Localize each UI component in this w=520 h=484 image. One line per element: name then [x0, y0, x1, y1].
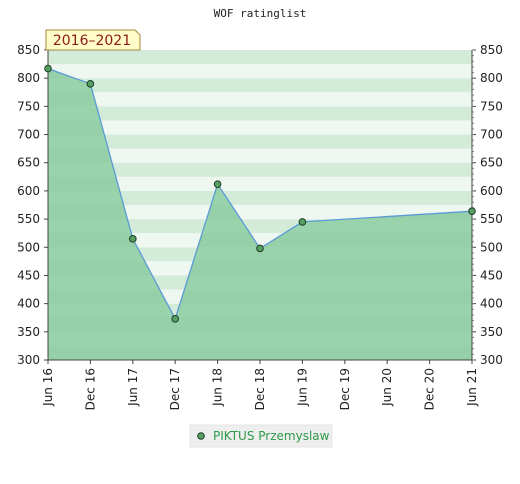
y-tick-label-left: 400: [17, 297, 40, 311]
data-point: [44, 64, 52, 73]
plot-band: [48, 50, 472, 65]
y-tick-label-left: 700: [17, 128, 40, 142]
plot-band: [48, 176, 472, 191]
plot-band: [48, 205, 472, 220]
period-label-box: [45, 29, 141, 51]
y-tick-label-left: 600: [17, 184, 40, 198]
y-tick-label-right: 400: [480, 297, 503, 311]
y-tick-label-left: 850: [17, 43, 40, 57]
x-tick-label: Dec 19: [338, 368, 352, 410]
plot-band: [48, 92, 472, 107]
y-tick-label-left: 350: [17, 325, 40, 339]
y-tick-label-left: 450: [17, 268, 40, 282]
legend-marker: [197, 432, 205, 440]
x-tick-label: Dec 17: [168, 368, 182, 410]
x-tick-label: Jun 18: [211, 368, 225, 407]
x-tick-label: Dec 20: [423, 368, 437, 410]
data-point: [171, 315, 179, 323]
plot-band: [48, 64, 472, 79]
x-tick-label: Jun 16: [41, 368, 55, 407]
x-tick-label: Dec 16: [83, 368, 97, 410]
y-tick-label-right: 350: [480, 325, 503, 339]
y-tick-label-left: 750: [17, 99, 40, 113]
y-tick-label-right: 800: [480, 71, 503, 85]
y-tick-label-left: 800: [17, 71, 40, 85]
y-tick-label-right: 850: [480, 43, 503, 57]
y-tick-label-right: 450: [480, 268, 503, 282]
legend-box: [189, 424, 333, 448]
data-point: [213, 180, 222, 188]
y-tick-label-right: 550: [480, 212, 503, 226]
plot-band: [48, 78, 472, 93]
period-label-text: 2016–2021: [53, 33, 131, 49]
y-tick-label-left: 650: [17, 156, 40, 170]
area-stripe: [48, 345, 472, 360]
y-tick-label-right: 300: [480, 353, 503, 367]
area-stripe: [48, 289, 472, 304]
data-point: [129, 235, 137, 243]
plot-band: [48, 120, 472, 135]
plot-band: [48, 134, 472, 149]
plot-band: [48, 106, 472, 121]
plot-band: [48, 190, 472, 205]
x-tick-label: Jun 19: [295, 368, 309, 407]
data-point: [298, 218, 307, 226]
data-point: [256, 244, 264, 253]
series-line: [47, 67, 473, 321]
y-tick-label-right: 650: [480, 156, 503, 170]
area-stripe: [48, 261, 472, 276]
y-tick-label-right: 700: [480, 128, 503, 142]
x-tick-label: Jun 21: [465, 368, 479, 407]
data-point: [468, 207, 476, 215]
area-stripe: [48, 317, 472, 332]
series-area: [48, 68, 472, 360]
y-tick-label-right: 750: [480, 99, 503, 113]
x-tick-label: Jun 17: [126, 368, 140, 407]
legend: PIKTUS Przemyslaw: [189, 424, 333, 448]
y-tick-label-right: 500: [480, 240, 503, 254]
y-tick-label-left: 550: [17, 212, 40, 226]
legend-label: PIKTUS Przemyslaw: [213, 429, 330, 443]
x-tick-label: Dec 18: [253, 368, 267, 410]
y-tick-label-right: 600: [480, 184, 503, 198]
x-tick-label: Jun 20: [380, 368, 394, 407]
period-label: 2016–2021: [45, 29, 141, 51]
y-tick-label-left: 500: [17, 240, 40, 254]
plot-band: [48, 162, 472, 177]
chart-title: WOF ratinglist: [214, 7, 307, 20]
plot-band: [48, 148, 472, 163]
data-point: [86, 80, 95, 88]
y-tick-label-left: 300: [17, 353, 40, 367]
